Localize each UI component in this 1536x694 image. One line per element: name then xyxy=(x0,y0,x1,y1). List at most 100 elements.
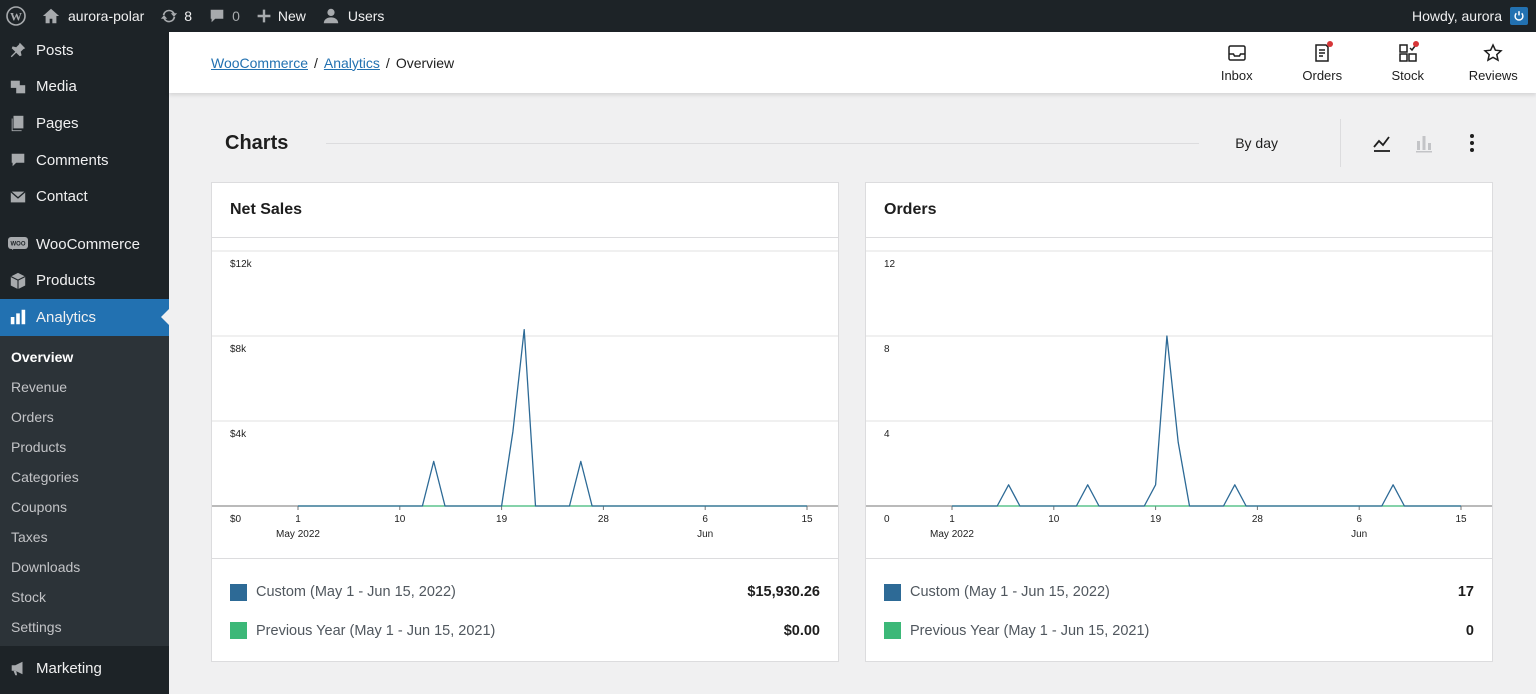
legend-value: 17 xyxy=(1457,584,1474,601)
x-tick-label: 15 xyxy=(1455,514,1467,525)
bar-chart-icon xyxy=(8,307,28,327)
net-sales-chart-card: Net Sales $0 $4k $8k $12k 1 10 19 28 6 15 May 2022… xyxy=(211,182,839,662)
legend-label: Custom (May 1 - Jun 15, 2022) xyxy=(256,584,456,601)
sidebar-item-label: Marketing xyxy=(36,659,102,677)
x-tick-label: 28 xyxy=(598,514,610,525)
account-greeting[interactable]: Howdy, aurora xyxy=(1411,8,1502,24)
x-tick-label: 10 xyxy=(1048,514,1060,525)
line-chart-icon xyxy=(1373,136,1390,152)
y-tick-label: $8k xyxy=(230,344,247,355)
sidebar-item-label: Comments xyxy=(36,151,109,169)
updates-link[interactable]: 8 xyxy=(152,0,200,32)
legend-value: $0.00 xyxy=(783,622,820,639)
x-tick-label: 15 xyxy=(801,514,813,525)
y-tick-label: $0 xyxy=(230,514,242,525)
submenu-item-taxes[interactable]: Taxes xyxy=(11,528,48,545)
sidebar-item-comments[interactable]: Comments xyxy=(0,142,169,179)
submenu-item-products[interactable]: Products xyxy=(11,438,67,455)
legend-swatch-previous xyxy=(230,622,247,640)
sidebar-item-products[interactable]: Products xyxy=(0,263,169,300)
users-label: Users xyxy=(347,8,385,24)
breadcrumb-separator: / xyxy=(314,54,318,71)
comments-count: 0 xyxy=(232,8,240,24)
submenu-item-revenue[interactable]: Revenue xyxy=(11,378,68,395)
breadcrumb-woocommerce-link[interactable]: WooCommerce xyxy=(211,54,308,71)
analytics-submenu: Overview Revenue Orders Products Categor… xyxy=(0,335,169,646)
sidebar-item-analytics[interactable]: Analytics xyxy=(0,299,169,336)
legend-row-current[interactable]: Custom (May 1 - Jun 15, 2022) $15,930.26 xyxy=(212,573,838,612)
sidebar-item-label: Contact xyxy=(36,188,88,206)
new-content-link[interactable]: New xyxy=(248,0,314,32)
card-title: Orders xyxy=(866,183,1492,238)
y-tick-label: 12 xyxy=(884,259,896,270)
pin-icon xyxy=(8,40,28,60)
orders-button[interactable]: Orders xyxy=(1280,32,1366,93)
legend-row-previous[interactable]: Previous Year (May 1 - Jun 15, 2021) 0 xyxy=(866,612,1492,651)
wordpress-logo-icon[interactable]: W xyxy=(0,0,34,32)
comments-link[interactable]: 0 xyxy=(200,0,248,32)
inbox-label: Inbox xyxy=(1220,68,1253,83)
submenu-item-coupons[interactable]: Coupons xyxy=(11,498,68,515)
power-icon xyxy=(1514,11,1524,21)
inbox-button[interactable]: Inbox xyxy=(1194,32,1280,93)
legend-label: Custom (May 1 - Jun 15, 2022) xyxy=(910,584,1110,601)
submenu-item-overview[interactable]: Overview xyxy=(11,348,74,365)
line-chart-toggle[interactable] xyxy=(1361,123,1403,163)
x-tick-label: 19 xyxy=(496,514,508,525)
x-month-label: May 2022 xyxy=(276,529,320,540)
submenu-item-settings[interactable]: Settings xyxy=(11,618,62,635)
updates-icon xyxy=(161,9,178,23)
breadcrumb-separator: / xyxy=(385,54,390,71)
woocommerce-header: WooCommerce / Analytics / Overview Inbox… xyxy=(169,32,1536,93)
woo-icon: WOO xyxy=(8,234,28,254)
reviews-button[interactable]: Reviews xyxy=(1451,32,1536,93)
stock-label: Stock xyxy=(1391,68,1424,83)
menu-separator xyxy=(0,215,169,226)
sidebar-item-marketing[interactable]: Marketing xyxy=(0,650,169,687)
breadcrumb: WooCommerce / Analytics / Overview xyxy=(211,55,454,71)
vertical-ellipsis-icon xyxy=(1470,134,1474,152)
legend-row-previous[interactable]: Previous Year (May 1 - Jun 15, 2021) $0.… xyxy=(212,612,838,651)
y-tick-label: 4 xyxy=(884,429,890,440)
svg-text:WOO: WOO xyxy=(11,242,26,248)
interval-select[interactable]: By day xyxy=(1235,135,1278,151)
series-line-current xyxy=(952,335,1461,507)
x-month-label: May 2022 xyxy=(930,529,974,540)
sidebar-item-posts[interactable]: Posts xyxy=(0,32,169,69)
star-icon xyxy=(1482,42,1504,64)
admin-bar: W aurora-polar 8 0 New Users Howdy, auro… xyxy=(0,0,1536,32)
sidebar-item-pages[interactable]: Pages xyxy=(0,105,169,142)
plus-icon xyxy=(257,9,271,23)
legend-row-current[interactable]: Custom (May 1 - Jun 15, 2022) 17 xyxy=(866,573,1492,612)
stock-button[interactable]: Stock xyxy=(1365,32,1451,93)
bar-chart-toggle[interactable] xyxy=(1403,123,1445,163)
activity-panel-tabs: Inbox Orders Stock Reviews xyxy=(1194,32,1536,93)
x-tick-label: 6 xyxy=(1356,514,1362,525)
comment-bubble-icon xyxy=(210,9,224,23)
avatar[interactable] xyxy=(1510,7,1528,25)
notification-dot xyxy=(1327,41,1334,47)
submenu-item-downloads[interactable]: Downloads xyxy=(11,558,81,575)
media-icon xyxy=(8,77,28,97)
breadcrumb-analytics-link[interactable]: Analytics xyxy=(323,54,380,71)
section-title: Charts xyxy=(225,131,289,154)
sidebar-item-woocommerce[interactable]: WOO WooCommerce xyxy=(0,226,169,263)
more-options-button[interactable] xyxy=(1451,123,1493,163)
user-icon xyxy=(323,8,339,24)
y-tick-label: 8 xyxy=(884,344,890,355)
users-link[interactable]: Users xyxy=(314,0,393,32)
submenu-item-stock[interactable]: Stock xyxy=(11,588,47,605)
x-tick-label: 10 xyxy=(394,514,406,525)
submenu-item-categories[interactable]: Categories xyxy=(11,468,79,485)
chart-legend: Custom (May 1 - Jun 15, 2022) 17 Previou… xyxy=(866,559,1492,650)
x-tick-label: 19 xyxy=(1150,514,1162,525)
sidebar-item-media[interactable]: Media xyxy=(0,69,169,106)
sidebar-item-contact[interactable]: Contact xyxy=(0,178,169,215)
x-month-label: Jun xyxy=(697,529,713,540)
megaphone-icon xyxy=(8,658,28,678)
sidebar-item-label: Products xyxy=(36,272,96,290)
site-name-link[interactable]: aurora-polar xyxy=(34,0,152,32)
net-sales-chart: $0 $4k $8k $12k 1 10 19 28 6 15 May 2022 Jun xyxy=(212,238,838,559)
y-tick-label: 0 xyxy=(884,514,890,525)
submenu-item-orders[interactable]: Orders xyxy=(11,408,54,425)
